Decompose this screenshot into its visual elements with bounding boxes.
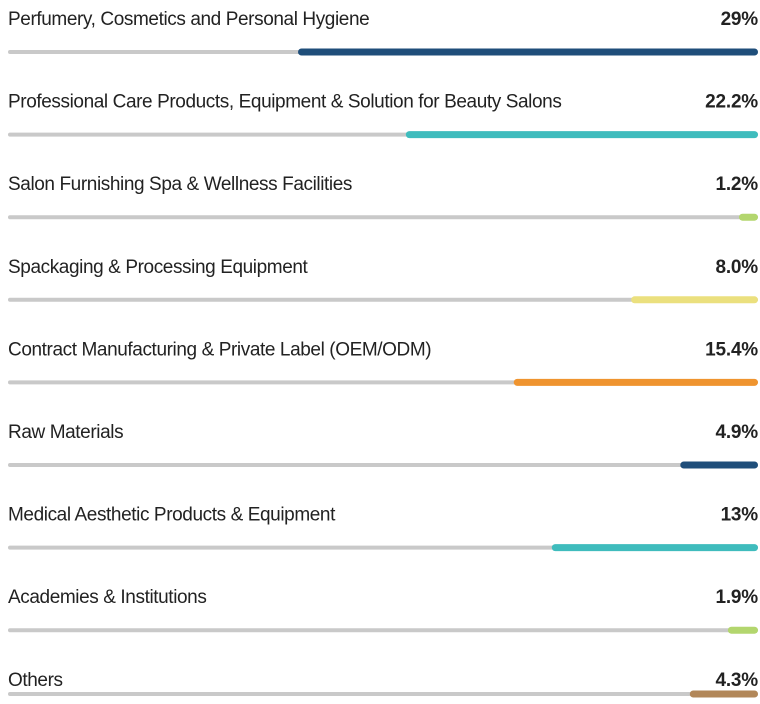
bar <box>405 131 758 139</box>
value-label: 8.0% <box>715 257 758 278</box>
category-label: Others <box>8 670 63 691</box>
category-label: Medical Aesthetic Products & Equipment <box>8 505 336 526</box>
category-label: Spackaging & Processing Equipment <box>8 257 309 278</box>
category-label: Contract Manufacturing & Private Label (… <box>8 339 431 360</box>
value-label: 4.9% <box>715 422 758 443</box>
value-label: 29% <box>721 9 759 30</box>
bar <box>551 544 758 552</box>
value-label: 13% <box>721 505 759 526</box>
value-label: 22.2% <box>705 92 758 113</box>
bar <box>680 461 758 469</box>
value-label: 15.4% <box>705 339 758 360</box>
category-label: Salon Furnishing Spa & Wellness Faciliti… <box>8 174 352 195</box>
category-label: Raw Materials <box>8 422 123 443</box>
bar <box>631 296 758 304</box>
value-label: 1.9% <box>715 587 758 608</box>
bar <box>738 213 758 221</box>
bar <box>727 626 758 634</box>
category-label: Perfumery, Cosmetics and Personal Hygien… <box>8 9 369 30</box>
bar <box>513 378 758 386</box>
category-label: Academies & Institutions <box>8 587 206 608</box>
value-label: 4.3% <box>715 670 758 691</box>
bar <box>689 690 758 698</box>
bar <box>298 48 758 56</box>
category-label: Professional Care Products, Equipment & … <box>8 92 561 113</box>
value-label: 1.2% <box>715 174 758 195</box>
